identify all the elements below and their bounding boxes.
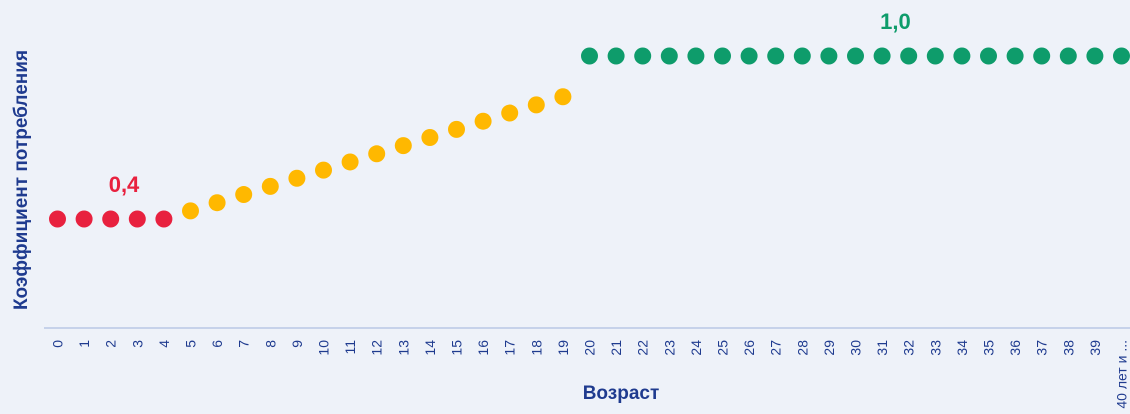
data-point-2 (102, 210, 120, 228)
x-tick-label-6: 6 (209, 340, 225, 348)
x-tick-label-36: 36 (1007, 340, 1023, 356)
data-point-28 (793, 47, 811, 65)
x-tick-label-4: 4 (156, 340, 172, 348)
data-point-4 (155, 210, 173, 228)
data-point-18 (527, 96, 545, 114)
data-point-13 (394, 137, 412, 155)
x-tick-label-32: 32 (901, 340, 917, 356)
data-point-14 (421, 129, 439, 146)
data-point-35 (980, 47, 997, 65)
x-tick-label-2: 2 (103, 340, 119, 348)
x-tick-label-18: 18 (528, 340, 544, 356)
data-point-22 (634, 47, 652, 65)
x-tick-label-25: 25 (715, 340, 731, 356)
data-point-1 (75, 210, 93, 228)
data-points (49, 47, 1130, 228)
data-point-39 (1086, 47, 1104, 65)
data-point-16 (474, 112, 492, 130)
data-point-8 (261, 177, 279, 195)
x-tick-label-12: 12 (369, 340, 385, 356)
data-point-38 (1059, 47, 1077, 65)
data-point-40 лет и ... (1113, 47, 1130, 65)
x-tick-label-21: 21 (608, 340, 624, 356)
x-axis-title: Возраст (583, 383, 660, 404)
x-tick-label-19: 19 (555, 340, 571, 356)
x-tick-label-13: 13 (395, 340, 411, 356)
data-point-9 (288, 169, 306, 187)
data-point-31 (873, 47, 891, 65)
data-point-29 (820, 47, 838, 65)
x-tick-label-16: 16 (475, 340, 491, 356)
x-tick-label-0: 0 (50, 340, 66, 348)
data-point-17 (501, 104, 519, 122)
data-point-12 (368, 145, 386, 163)
data-point-36 (1006, 47, 1024, 65)
data-point-34 (953, 47, 971, 65)
x-tick-label-5: 5 (183, 340, 199, 348)
x-tick-label-3: 3 (129, 340, 145, 348)
x-tick-label-35: 35 (981, 340, 997, 356)
x-tick-label-8: 8 (262, 340, 278, 348)
x-tick-label-38: 38 (1060, 340, 1076, 356)
data-point-3 (128, 210, 146, 228)
data-point-32 (900, 47, 918, 65)
x-tick-label-39: 39 (1087, 340, 1103, 356)
x-tick-label-22: 22 (635, 340, 651, 356)
x-tick-label-27: 27 (768, 340, 784, 356)
x-tick-label-11: 11 (342, 340, 358, 355)
data-point-20 (581, 47, 598, 65)
x-tick-label-14: 14 (422, 340, 438, 356)
annotation-label-1: 1,0 (880, 9, 911, 34)
x-tick-label-17: 17 (502, 340, 518, 356)
data-point-21 (607, 47, 625, 65)
x-tick-label-40: 40 лет и ... (1114, 340, 1130, 409)
data-point-11 (341, 153, 359, 171)
data-point-15 (448, 120, 465, 138)
data-point-24 (687, 47, 705, 65)
x-tick-labels: 0 1 2 3 4 5 6 7 8 9 10 11 12 13 14 15 16 17 18 19 20 21 22 23 24… (50, 340, 1130, 409)
data-point-25 (714, 47, 731, 65)
x-tick-label-24: 24 (688, 340, 704, 356)
data-point-26 (740, 47, 758, 65)
x-tick-label-31: 31 (874, 340, 890, 356)
data-point-0 (49, 210, 66, 228)
data-point-6 (208, 194, 226, 212)
annotations: 0,4 1,0 (109, 9, 911, 197)
data-point-33 (926, 47, 944, 65)
data-point-19 (554, 88, 572, 106)
annotation-label-0: 0,4 (109, 172, 140, 197)
x-tick-label-28: 28 (794, 340, 810, 356)
x-tick-label-23: 23 (661, 340, 677, 356)
x-tick-label-26: 26 (741, 340, 757, 356)
x-tick-label-37: 37 (1034, 340, 1050, 356)
data-point-10 (315, 161, 332, 179)
x-tick-label-30: 30 (848, 340, 864, 356)
data-point-37 (1033, 47, 1051, 65)
x-tick-label-1: 1 (76, 340, 92, 348)
x-tick-label-7: 7 (236, 340, 252, 348)
x-tick-label-9: 9 (289, 340, 305, 348)
x-tick-label-29: 29 (821, 340, 837, 356)
x-tick-label-34: 34 (954, 340, 970, 356)
x-tick-label-10: 10 (316, 340, 332, 356)
data-point-27 (767, 47, 785, 65)
data-point-7 (235, 186, 253, 204)
x-tick-label-33: 33 (927, 340, 943, 356)
y-axis-title: Коэффициент потребления (11, 50, 32, 310)
data-point-5 (182, 202, 199, 220)
x-tick-label-15: 15 (449, 340, 465, 356)
x-tick-label-20: 20 (582, 340, 598, 356)
data-point-23 (660, 47, 678, 65)
data-point-30 (847, 47, 864, 65)
